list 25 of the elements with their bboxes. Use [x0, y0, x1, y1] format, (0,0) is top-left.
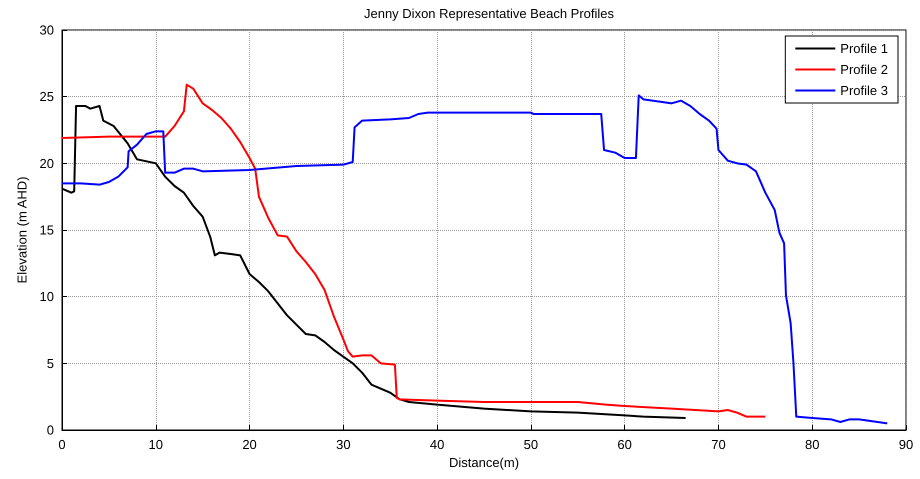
- x-tick-label: 10: [148, 437, 164, 452]
- y-tick-label: 15: [40, 222, 54, 238]
- x-tick-label: 50: [524, 437, 538, 452]
- y-tick-label: 5: [46, 356, 54, 371]
- x-tick-label: 40: [430, 437, 444, 452]
- x-tick-label: 0: [58, 437, 66, 452]
- y-tick-label: 10: [40, 289, 54, 304]
- legend-label: Profile 2: [840, 62, 888, 77]
- y-tick-label: 30: [40, 22, 54, 38]
- x-tick-label: 80: [804, 437, 820, 452]
- x-tick-label: 20: [242, 437, 257, 452]
- legend-label: Profile 3: [840, 83, 888, 98]
- line-series: [61, 84, 766, 418]
- x-tick-label: 70: [711, 437, 726, 452]
- x-tick-label: 60: [617, 437, 632, 452]
- y-tick-label: 0: [46, 422, 54, 438]
- chart-title: Jenny Dixon Representative Beach Profiles: [364, 6, 615, 21]
- y-tick-label: 25: [40, 89, 54, 104]
- legend-label: Profile 1: [840, 41, 888, 56]
- y-tick-label: 20: [40, 156, 54, 171]
- line-series: [61, 94, 888, 424]
- x-tick-label: 30: [336, 437, 351, 452]
- x-tick-label: 90: [898, 437, 914, 452]
- y-axis-title: Elevation (m AHD): [14, 176, 30, 284]
- x-axis-title: Distance(m): [448, 454, 520, 470]
